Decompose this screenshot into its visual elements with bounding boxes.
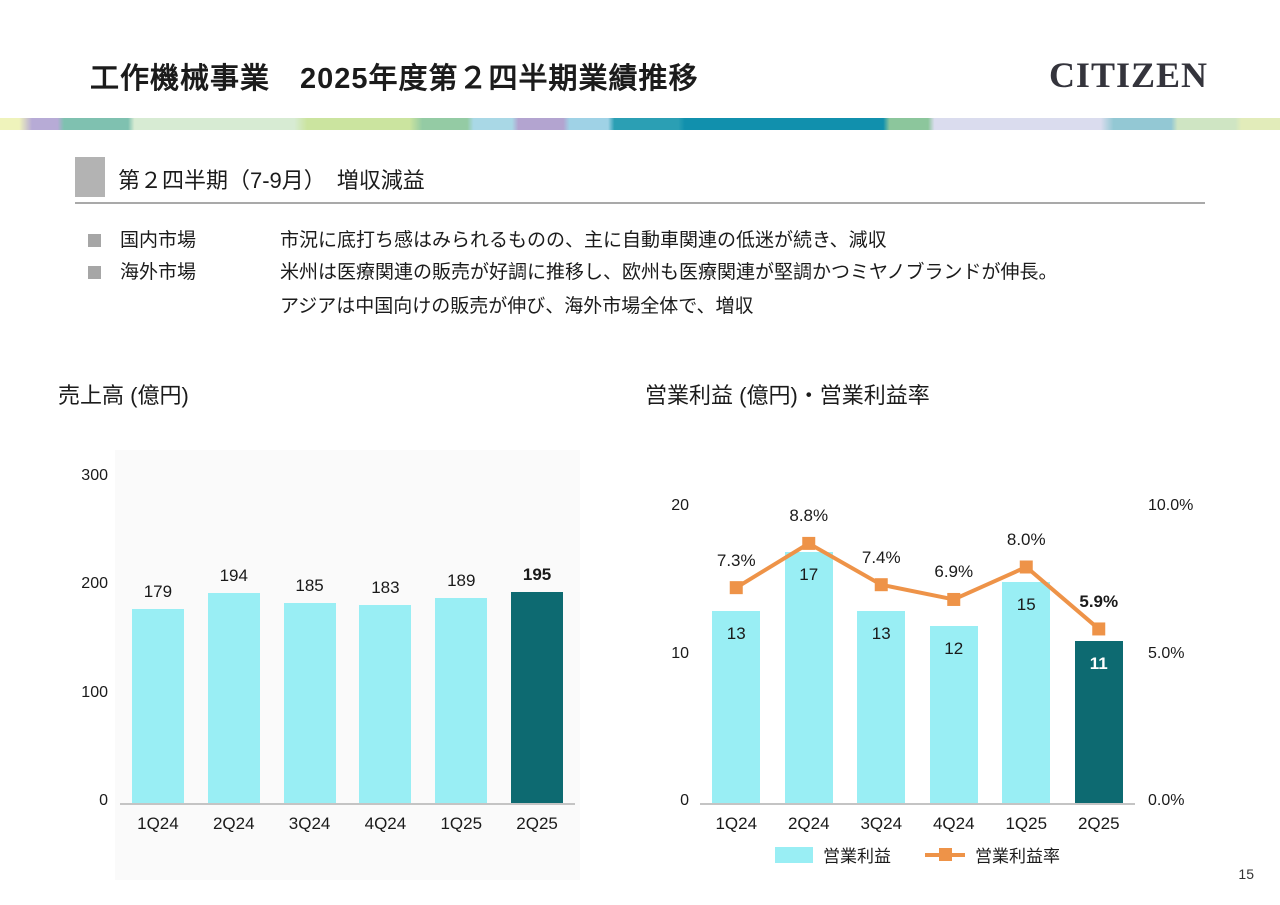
bullet-text-domestic: 市況に底打ち感はみられるものの、主に自動車関連の低迷が続き、減収 (280, 224, 887, 258)
margin-marker-icon (729, 581, 743, 595)
x-axis-category-label: 2Q25 (1077, 814, 1120, 833)
profit-bar-value-label: 12 (944, 639, 964, 658)
left-axis-tick-label: 10 (671, 644, 689, 662)
sales-chart: 0 100 200 300 179 1Q24 194 2Q24 185 3Q24 183 4Q24 18… (60, 450, 580, 880)
sales-bar (283, 602, 336, 803)
left-axis-tick-label: 20 (671, 497, 689, 514)
x-axis-category-label: 1Q25 (1005, 814, 1048, 833)
margin-marker-icon (1019, 560, 1033, 574)
profit-bar (712, 611, 761, 803)
bullet-label-overseas: 海外市場 (120, 262, 197, 283)
sales-chart-panel (115, 450, 580, 880)
bullet-text-overseas: 米州は医療関連の販売が好調に推移し、欧州も医療関連が堅調かつミヤノブランドが伸長… (280, 256, 1057, 324)
x-axis-category-label: 4Q24 (364, 814, 407, 833)
citizen-logo: CITIZEN (1048, 55, 1208, 95)
bullet-text-line: 市況に底打ち感はみられるものの、主に自動車関連の低迷が続き、減収 (280, 230, 887, 251)
page-title: 工作機械事業 2025年度第２四半期業績推移 (90, 63, 699, 95)
sales-bar-value-label: 194 (219, 565, 248, 585)
profit-chart-title: 営業利益 (億円)・営業利益率 (645, 383, 930, 408)
x-axis-category-label: 1Q24 (137, 814, 179, 833)
margin-marker-icon (947, 592, 961, 606)
decorative-gradient-band (0, 118, 1280, 130)
margin-value-label: 8.8% (789, 506, 829, 526)
margin-line (735, 541, 1101, 631)
sales-bar-value-label: 185 (295, 575, 324, 595)
sales-bar-value-label: 179 (143, 582, 173, 602)
right-axis-tick-label: 5.0% (1148, 644, 1185, 662)
x-axis-category-label: 2Q25 (516, 814, 558, 833)
profit-bar-value-label: 13 (871, 624, 891, 644)
bullet-text-line: 米州は医療関連の販売が好調に推移し、欧州も医療関連が堅調かつミヤノブランドが伸長… (280, 262, 1058, 283)
profit-bar (857, 611, 906, 803)
legend-label-operating-profit: 営業利益 (823, 847, 891, 866)
x-axis-category-label: 4Q24 (932, 814, 975, 833)
bullet-label-domestic: 国内市場 (120, 230, 197, 251)
margin-value-label: 7.4% (861, 547, 901, 567)
x-axis-category-label: 1Q24 (715, 814, 758, 833)
x-axis-category-label: 3Q24 (288, 814, 331, 833)
profit-bar (929, 626, 978, 803)
profit-bar-value-label: 11 (1089, 653, 1108, 673)
sales-bar-value-label: 195 (522, 564, 552, 584)
right-axis-tick-label: 10.0% (1148, 497, 1194, 514)
margin-value-label: 8.0% (1006, 530, 1046, 549)
profit-bar (784, 552, 833, 803)
bullet-square-icon (88, 266, 101, 279)
sales-bar (131, 609, 184, 803)
profit-bar-value-label: 15 (1016, 594, 1036, 614)
sales-bar (435, 598, 488, 803)
margin-marker-icon (802, 536, 816, 550)
y-axis-tick-label: 100 (81, 683, 108, 701)
margin-value-label: 5.9% (1079, 591, 1119, 611)
x-axis-line (120, 803, 575, 805)
profit-bar (1002, 581, 1051, 803)
left-axis-tick-label: 0 (680, 792, 689, 809)
profit-bar (1074, 640, 1123, 803)
x-axis-line (700, 803, 1135, 805)
sales-bar (511, 591, 564, 803)
section-underline (75, 202, 1205, 204)
x-axis-category-label: 3Q24 (860, 814, 903, 833)
sales-bar (207, 592, 260, 803)
sales-bar-value-label: 183 (371, 577, 400, 597)
x-axis-category-label: 2Q24 (787, 814, 830, 833)
margin-marker-icon (874, 578, 888, 592)
right-axis-tick-label: 0.0% (1148, 792, 1185, 809)
sales-chart-title: 売上高 (億円) (58, 383, 189, 408)
legend-bar-swatch-icon (775, 846, 813, 863)
sales-bar-value-label: 189 (447, 571, 476, 591)
y-axis-tick-label: 0 (99, 792, 108, 809)
y-axis-tick-label: 300 (81, 467, 108, 484)
profit-chart-legend: 営業利益 営業利益率 (700, 842, 1135, 867)
section-marker-square (75, 157, 105, 197)
legend-label-operating-margin: 営業利益率 (975, 847, 1060, 866)
page-number: 15 (1238, 866, 1254, 882)
bullet-text-line: アジアは中国向けの販売が伸び、海外市場全体で、増収 (280, 296, 754, 317)
legend-line-marker-icon (925, 847, 965, 861)
profit-chart: 営業利益 営業利益率 0 10 20 0.0% 5.0% 10.0% 13 1Q24 17 2Q2… (645, 450, 1220, 880)
bullet-square-icon (88, 234, 101, 247)
profit-bar-value-label: 17 (799, 565, 819, 585)
margin-line-svg (729, 536, 1106, 636)
y-axis-tick-label: 200 (81, 575, 108, 593)
margin-value-label: 6.9% (934, 562, 974, 582)
sales-bar (359, 604, 412, 803)
profit-bar-value-label: 13 (726, 624, 746, 644)
x-axis-category-label: 2Q24 (212, 814, 255, 833)
section-heading: 第２四半期（7-9月） 増収減益 (118, 168, 425, 193)
margin-value-label: 7.3% (716, 550, 756, 570)
x-axis-category-label: 1Q25 (440, 814, 483, 833)
margin-marker-icon (1092, 622, 1106, 636)
